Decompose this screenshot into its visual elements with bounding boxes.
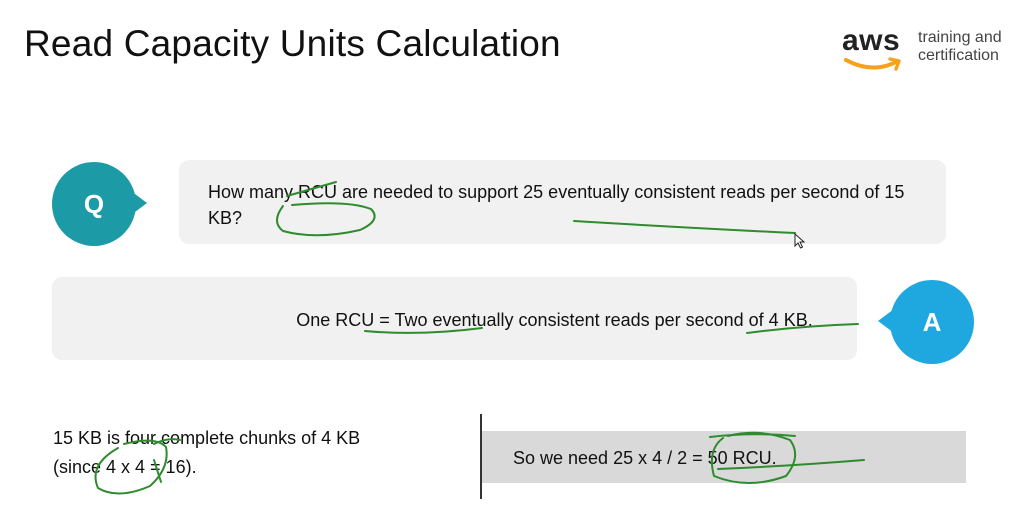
- answer-text: One RCU = Two eventually consistent read…: [296, 310, 813, 330]
- question-bubble: How many RCU are needed to support 25 ev…: [179, 160, 946, 244]
- question-badge: Q: [52, 162, 136, 246]
- cursor-pointer-icon: [794, 233, 806, 249]
- working-line-2: (since 4 x 4 = 16).: [53, 457, 197, 477]
- working-line-1: 15 KB is four complete chunks of 4 KB: [53, 428, 361, 448]
- vertical-divider: [480, 414, 482, 499]
- aws-smile-icon: [844, 57, 901, 71]
- working-explanation: 15 KB is four complete chunks of 4 KB (s…: [53, 424, 453, 482]
- slide-title: Read Capacity Units Calculation: [24, 23, 561, 64]
- answer-bubble: One RCU = Two eventually consistent read…: [52, 277, 857, 360]
- aws-tagline-line1: training and: [918, 29, 1002, 46]
- result-box: So we need 25 x 4 / 2 = 50 RCU.: [482, 431, 966, 483]
- answer-badge: A: [890, 280, 974, 364]
- question-badge-pointer: [131, 191, 147, 215]
- aws-wordmark: aws: [842, 24, 901, 57]
- aws-logo: aws training and certification: [842, 24, 1017, 74]
- aws-tagline: training and certification: [918, 29, 1002, 65]
- aws-tagline-line2: certification: [918, 47, 999, 64]
- question-text: How many RCU are needed to support 25 ev…: [208, 182, 905, 228]
- result-text: So we need 25 x 4 / 2 = 50 RCU.: [513, 448, 777, 468]
